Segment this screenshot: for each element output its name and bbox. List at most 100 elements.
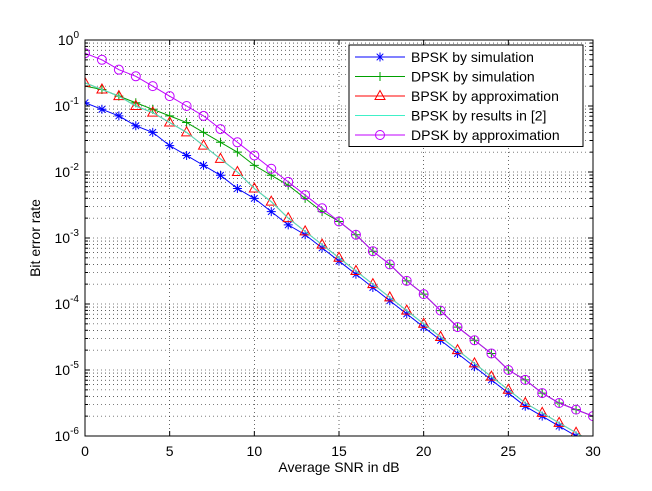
legend-label: BPSK by approximation xyxy=(411,88,559,104)
marker xyxy=(182,150,192,160)
marker xyxy=(165,141,175,151)
marker xyxy=(485,370,498,381)
x-axis-label: Average SNR in dB xyxy=(278,459,399,475)
x-tick-label: 20 xyxy=(416,443,432,459)
marker xyxy=(130,71,141,82)
marker xyxy=(350,229,361,240)
marker xyxy=(232,184,242,194)
marker xyxy=(571,404,582,415)
marker xyxy=(199,160,209,170)
marker xyxy=(375,52,385,62)
marker xyxy=(147,81,158,92)
marker xyxy=(114,111,124,121)
marker xyxy=(502,383,515,394)
marker xyxy=(232,137,243,148)
marker xyxy=(148,127,158,137)
marker xyxy=(537,388,548,399)
x-tick-label: 10 xyxy=(247,443,263,459)
marker xyxy=(265,195,278,206)
marker xyxy=(375,130,385,140)
marker xyxy=(131,121,141,131)
series-line xyxy=(85,52,593,417)
marker xyxy=(374,89,386,100)
marker xyxy=(164,91,175,102)
marker xyxy=(266,207,276,217)
marker xyxy=(451,343,464,355)
marker xyxy=(249,160,259,170)
marker xyxy=(249,150,260,161)
marker xyxy=(300,190,311,201)
marker xyxy=(283,176,294,187)
marker xyxy=(334,216,344,227)
marker xyxy=(165,111,175,121)
marker xyxy=(486,348,497,359)
y-tick-label: 10-5 xyxy=(55,360,80,378)
marker xyxy=(316,238,328,249)
y-axis-label: Bit error rate xyxy=(27,199,43,277)
marker xyxy=(400,304,413,315)
axes: 0 5 10 15 20 25 30 10-6 10-5 10-4 10-3 10-2 10-1 100 xyxy=(55,30,601,459)
marker xyxy=(468,356,481,368)
marker xyxy=(249,193,259,203)
marker xyxy=(266,170,276,180)
marker xyxy=(435,305,446,316)
x-tick-label: 0 xyxy=(81,443,89,459)
marker xyxy=(418,289,429,300)
y-tick-label: 10-6 xyxy=(55,426,80,444)
marker xyxy=(97,104,107,114)
legend-label: BPSK by simulation xyxy=(411,49,534,65)
x-tick-label: 5 xyxy=(166,443,174,459)
marker xyxy=(383,290,396,302)
marker xyxy=(367,246,378,257)
y-tick-label: 10-2 xyxy=(55,162,80,180)
marker xyxy=(469,335,480,346)
y-tick-label: 100 xyxy=(58,30,80,48)
y-tick-label: 10-1 xyxy=(55,96,80,114)
marker xyxy=(417,317,430,328)
legend-label: BPSK by results in [2] xyxy=(411,108,546,124)
marker xyxy=(214,152,227,163)
marker xyxy=(375,72,385,81)
marker xyxy=(96,54,107,65)
marker xyxy=(182,118,192,128)
x-tick-label: 25 xyxy=(501,443,517,459)
marker xyxy=(85,48,90,59)
x-tick-label: 15 xyxy=(331,443,347,459)
marker xyxy=(197,139,210,150)
marker xyxy=(215,124,226,135)
marker xyxy=(232,147,242,157)
marker xyxy=(452,322,463,333)
series-line xyxy=(85,82,583,436)
marker xyxy=(85,76,91,87)
marker xyxy=(215,137,225,147)
marker xyxy=(198,110,209,121)
legend-label: DPSK by approximation xyxy=(411,127,560,143)
marker xyxy=(282,211,295,223)
y-tick-label: 10-3 xyxy=(55,228,80,246)
x-tick-label: 30 xyxy=(585,443,601,459)
marker xyxy=(434,330,447,342)
marker xyxy=(299,224,311,236)
marker xyxy=(367,277,379,289)
marker xyxy=(113,64,124,75)
marker xyxy=(317,203,328,214)
marker xyxy=(588,411,593,422)
marker xyxy=(231,165,244,176)
marker xyxy=(248,181,261,193)
marker xyxy=(401,275,412,286)
marker xyxy=(350,264,362,276)
marker xyxy=(554,398,565,409)
legend: BPSK by simulation DPSK by simulation BPSK… xyxy=(348,44,584,147)
marker xyxy=(519,396,532,408)
marker xyxy=(266,163,277,174)
marker xyxy=(283,220,293,230)
marker xyxy=(520,374,531,385)
marker xyxy=(503,365,514,375)
marker xyxy=(384,259,395,270)
marker xyxy=(333,251,345,262)
marker xyxy=(215,170,225,180)
y-tick-label: 10-4 xyxy=(55,294,80,312)
marker xyxy=(199,127,209,137)
marker xyxy=(181,101,192,111)
